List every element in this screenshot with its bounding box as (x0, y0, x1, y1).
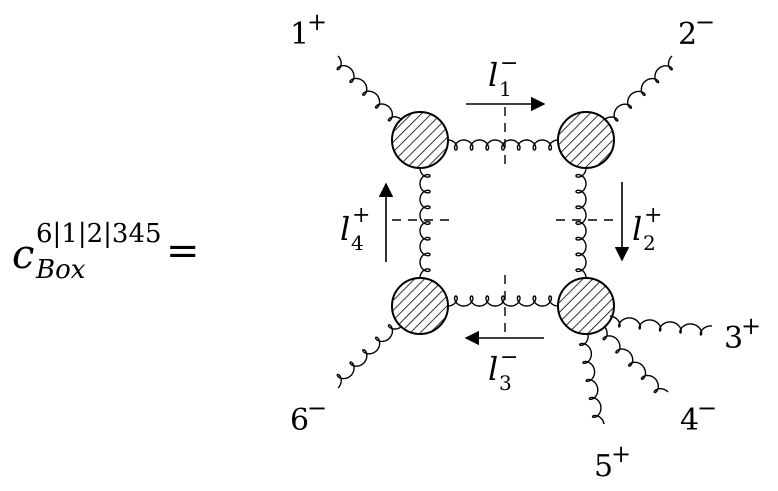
cut-lines (392, 107, 619, 338)
leg-label-1: 1 + (290, 8, 327, 52)
svg-text:1: 1 (290, 17, 309, 52)
svg-text:+: + (741, 312, 761, 340)
svg-text:−: − (695, 8, 715, 36)
svg-text:+: + (307, 8, 327, 36)
lhs-superscript: 6|1|2|345 (36, 219, 162, 249)
gluon-lines (336, 55, 713, 425)
vertex-blobs (391, 111, 615, 335)
svg-text:+: + (611, 440, 631, 468)
lhs-expression: c 6|1|2|345 Box = (12, 219, 200, 285)
svg-text:3: 3 (724, 321, 743, 356)
lhs-subscript: Box (35, 255, 86, 285)
lhs-equals: = (166, 228, 200, 274)
gluon-external-1 (336, 55, 403, 122)
label-l1: l 1 − (488, 51, 518, 101)
leg-label-6: 6 − (290, 394, 327, 438)
svg-text:l: l (340, 210, 350, 248)
svg-text:4: 4 (351, 231, 364, 255)
svg-text:5: 5 (594, 449, 613, 484)
vertex-blob-top-right (557, 111, 615, 169)
label-l3: l 3 − (488, 345, 518, 395)
vertex-blob-bottom-left (391, 277, 449, 335)
svg-text:2: 2 (678, 17, 697, 52)
gluon-external-2 (603, 55, 673, 122)
svg-text:−: − (697, 394, 717, 422)
vertex-blob-top-left (391, 111, 449, 169)
svg-text:l: l (488, 350, 498, 388)
gluon-external-6 (336, 324, 403, 389)
loop-momentum-labels: l 1 − l 2 + l 3 − l 4 + (340, 51, 662, 395)
gluon-propagator-l2 (575, 167, 587, 279)
gluon-propagator-l1 (447, 139, 559, 151)
svg-text:−: − (500, 345, 518, 370)
svg-text:6: 6 (290, 403, 309, 438)
svg-text:2: 2 (643, 231, 656, 255)
leg-label-3: 3 + (724, 312, 761, 356)
lhs-symbol: c (12, 232, 34, 278)
gluon-propagator-l4 (419, 167, 431, 279)
gluon-external-5 (579, 333, 605, 425)
momentum-arrows (378, 96, 630, 346)
gluon-external-4 (602, 325, 669, 394)
vertex-blob-bottom-right (557, 277, 615, 335)
svg-text:+: + (352, 203, 370, 228)
leg-label-5: 5 + (594, 440, 631, 484)
svg-text:l: l (632, 210, 642, 248)
svg-text:4: 4 (680, 403, 699, 438)
label-l2: l 2 + (632, 203, 662, 255)
external-leg-labels: 1 + 2 − 3 + 4 − 5 + 6 − (290, 8, 761, 484)
svg-text:+: + (644, 203, 662, 228)
svg-text:−: − (500, 51, 518, 76)
gluon-propagator-l3 (447, 295, 559, 307)
leg-label-2: 2 − (678, 8, 715, 52)
svg-text:l: l (488, 56, 498, 94)
svg-text:−: − (307, 394, 327, 422)
label-l4: l 4 + (340, 203, 370, 255)
gluon-external-3 (609, 315, 713, 336)
svg-text:1: 1 (499, 77, 512, 101)
svg-text:3: 3 (499, 371, 512, 395)
leg-label-4: 4 − (680, 394, 717, 438)
